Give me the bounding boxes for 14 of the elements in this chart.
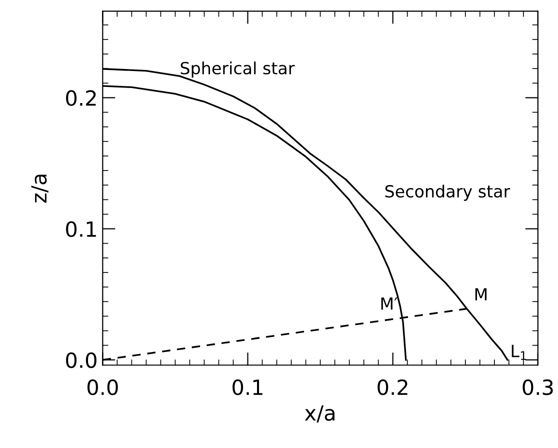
annotation: M bbox=[475, 288, 487, 300]
annotation: L$_{1}$ bbox=[512, 344, 526, 360]
annotation: Secondary star bbox=[385, 184, 510, 201]
y-tick-label: 0.0 bbox=[66, 352, 96, 368]
y-tick-label: 0.1 bbox=[66, 221, 96, 238]
x-tick-label: 0.1 bbox=[232, 379, 262, 396]
x-tick-label: 0.3 bbox=[522, 379, 553, 396]
x-axis-title: x/a bbox=[304, 405, 334, 422]
x-tick-label: 0.0 bbox=[87, 379, 118, 396]
y-axis-title: z/a bbox=[31, 174, 48, 203]
y-tick-label: 0.2 bbox=[66, 90, 96, 106]
annotation: Spherical star bbox=[180, 62, 295, 78]
annotation: M′ bbox=[381, 297, 398, 310]
x-tick-label: 0.2 bbox=[378, 379, 408, 396]
